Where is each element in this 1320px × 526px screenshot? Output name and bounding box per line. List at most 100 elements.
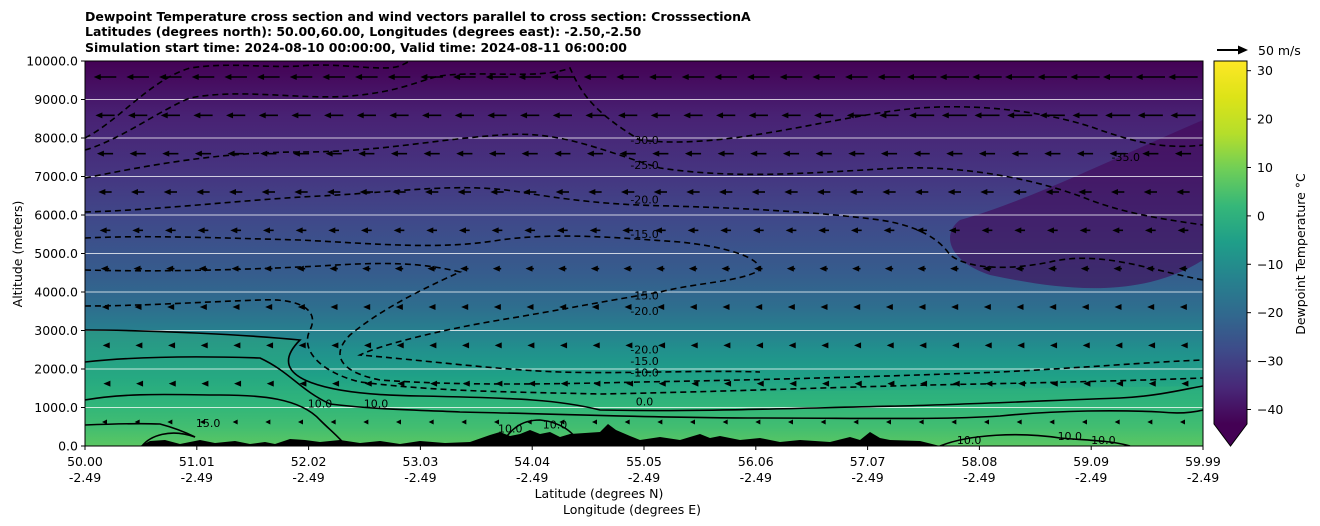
wind-vector-head <box>1168 74 1176 80</box>
wind-vector-head <box>555 189 563 195</box>
wind-vector-head <box>1170 112 1178 119</box>
wind-vector <box>624 419 630 425</box>
wind-vector-head <box>262 227 270 234</box>
x-tick-label-lon: -2.49 <box>851 470 883 485</box>
wind-vector-head <box>462 380 470 387</box>
wind-vector-head <box>690 342 698 349</box>
contour-neg-15 <box>85 235 761 374</box>
wind-vector-head <box>168 342 176 349</box>
wind-vector-head <box>589 227 597 234</box>
wind-vector-head <box>198 265 206 272</box>
colorbar-tick-label: −20 <box>1257 305 1283 320</box>
y-tick-label: 3000.0 <box>34 323 78 338</box>
wind-vector-head <box>168 380 176 387</box>
x-tick-label-lon: -2.49 <box>516 470 548 485</box>
wind-vector-head <box>748 112 756 119</box>
wind-vector-head <box>817 189 825 195</box>
wind-vector-head <box>191 74 199 80</box>
wind-vector-head <box>458 227 466 234</box>
plot-area: -30.0-25.0-20.0-15.0-35.0-15.0-20.0-20.0… <box>85 61 1203 446</box>
wind-vector-head <box>845 74 853 80</box>
wind-vector-head <box>1005 74 1013 80</box>
wind-vector-head <box>425 189 433 195</box>
wind-vector-head <box>972 74 980 80</box>
wind-vector-head <box>261 189 269 195</box>
wind-vector-head <box>560 342 568 349</box>
wind-vector-head <box>520 112 528 119</box>
wind-vector-head <box>102 342 110 349</box>
wind-vector <box>494 419 499 425</box>
wind-vector-head <box>488 150 496 157</box>
wind-vector-head <box>426 227 434 234</box>
wind-vector <box>526 419 532 425</box>
wind-vector <box>265 419 271 425</box>
wind-vector-head <box>456 150 464 157</box>
wind-vector-head <box>1015 265 1023 272</box>
wind-vector-head <box>583 74 591 80</box>
wind-vector-head <box>818 227 826 234</box>
wind-vector-head <box>1081 304 1089 310</box>
wind-vector-head <box>233 342 241 349</box>
wind-vector <box>167 419 173 425</box>
wind-vector-head <box>785 227 793 234</box>
wind-vector-head <box>521 150 529 157</box>
x-tick-label-lat: 59.09 <box>1073 454 1109 469</box>
wind-vector-head <box>462 342 470 349</box>
contour-label: 10.0 <box>308 398 333 411</box>
wind-vector-head <box>947 189 955 195</box>
wind-vector-head <box>750 150 758 157</box>
contour-label: 10.0 <box>1058 430 1083 443</box>
contour-label: 10.0 <box>498 423 523 436</box>
wind-vector-head <box>430 380 438 387</box>
wind-vector-head <box>946 150 954 157</box>
wind-vector-head <box>1079 227 1087 234</box>
wind-vector-head <box>289 74 297 80</box>
wind-vector-head <box>752 227 760 234</box>
wind-vector-head <box>909 112 917 119</box>
terrain <box>85 424 940 446</box>
wind-vector-head <box>393 227 401 234</box>
wind-vector-head <box>821 342 829 349</box>
wind-vector-head <box>951 304 959 310</box>
contour-lines <box>85 61 1203 446</box>
wind-vector-head <box>755 304 763 310</box>
wind-vector-head <box>556 227 564 234</box>
wind-vector-head <box>853 304 861 310</box>
wind-vector-head <box>1144 227 1152 234</box>
wind-vector-head <box>453 74 461 80</box>
wind-vector-head <box>390 150 398 157</box>
wind-vector-head <box>819 265 827 272</box>
wind-vector-head <box>616 74 624 80</box>
wind-vector-head <box>724 380 732 387</box>
wind-vector-head <box>950 265 958 272</box>
wind-vector-head <box>554 150 562 157</box>
contour-10 <box>85 393 347 446</box>
wind-vector-head <box>626 380 634 387</box>
x-tick-label-lon: -2.49 <box>181 470 213 485</box>
wind-vector-head <box>355 74 363 80</box>
wind-vector <box>592 419 597 425</box>
wind-vector-head <box>1114 304 1122 310</box>
wind-vector-head <box>879 112 887 119</box>
wind-vector-head <box>1109 150 1117 157</box>
wind-vector <box>886 419 891 425</box>
wind-vector-head <box>1135 74 1143 80</box>
wind-vector-head <box>1147 304 1155 310</box>
wind-vector-head <box>528 380 536 387</box>
wind-vector-head <box>717 150 725 157</box>
wind-vector-head <box>919 342 927 349</box>
contour-neg-25 <box>85 133 1203 226</box>
wind-vector-head <box>1174 150 1182 157</box>
wind-vector-head <box>363 304 371 310</box>
wind-vector-head <box>884 265 892 272</box>
wind-vector-head <box>322 74 330 80</box>
wind-vector <box>951 419 957 425</box>
wind-vector-head <box>688 265 696 272</box>
x-tick-label-lat: 58.08 <box>962 454 998 469</box>
wind-vector-head <box>887 380 895 387</box>
wind-vector-head <box>781 112 789 119</box>
wind-vector <box>298 419 303 425</box>
wind-vector-head <box>1080 265 1088 272</box>
wind-vector-head <box>1115 342 1123 349</box>
colorbar-tick-label: −10 <box>1257 257 1283 272</box>
